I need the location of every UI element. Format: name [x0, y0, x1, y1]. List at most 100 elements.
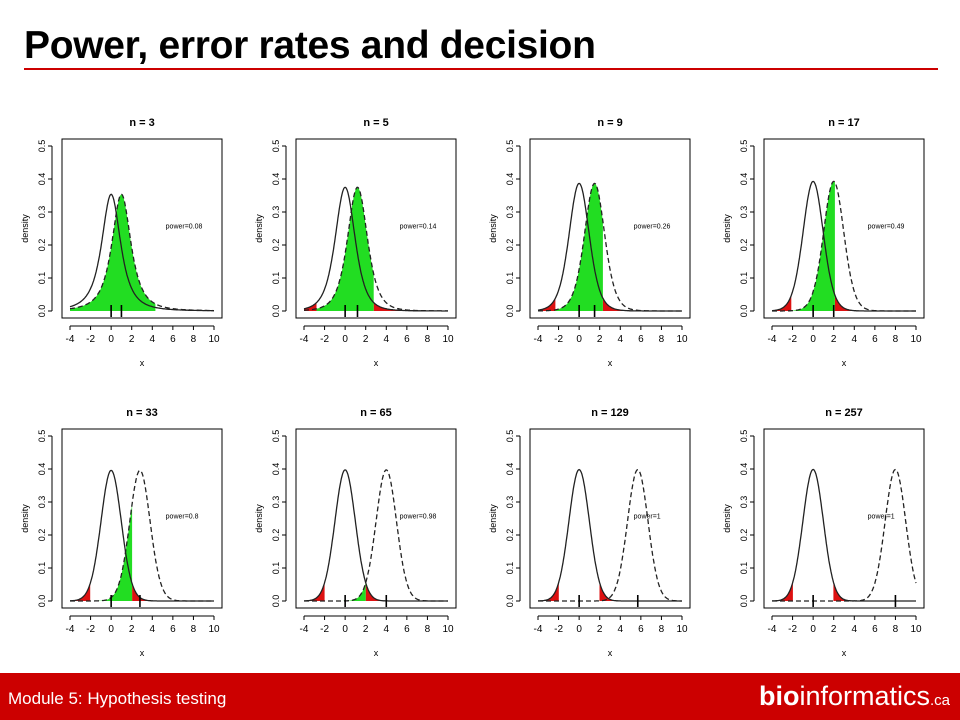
- null-distribution-curve: [772, 180, 916, 312]
- x-axis-label: x: [140, 648, 145, 658]
- footer-module-label: Module 5: Hypothesis testing: [8, 689, 227, 708]
- x-tick-label: 4: [150, 334, 156, 345]
- alternative-distribution-curve: [538, 182, 682, 312]
- plot-frame: [529, 428, 691, 609]
- y-axis-label: density: [722, 214, 732, 243]
- power-region: [316, 187, 374, 311]
- plot-frame: [295, 428, 457, 609]
- bioinformatics-logo: bioinformatics.ca: [759, 681, 950, 712]
- alternative-distribution-curve: [538, 469, 682, 602]
- alpha-region-left: [772, 582, 793, 601]
- plot-title: n = 5: [363, 117, 388, 129]
- y-tick-label: 0.3: [505, 496, 515, 509]
- footer-bar: Module 5: Hypothesis testing bioinformat…: [0, 673, 960, 720]
- x-tick-label: -2: [320, 334, 329, 345]
- x-tick-label: 4: [852, 624, 858, 635]
- x-tick-label: 0: [810, 334, 816, 345]
- alpha-region-left: [304, 582, 325, 601]
- y-tick-label: 0.4: [505, 463, 515, 476]
- x-tick-label: 6: [638, 334, 644, 345]
- y-axis-label: density: [20, 504, 30, 533]
- power-region: [90, 503, 133, 601]
- plot-frame: [295, 138, 457, 319]
- null-distribution-curve: [538, 468, 682, 602]
- y-tick-label: 0.0: [739, 305, 749, 318]
- power-plot: -4 -2 0 2 4 6 8 10 0.0 0.1 0.2 0.3 0.4 0.5 n = 5 x densi…: [254, 117, 457, 368]
- y-tick-label: 0.3: [739, 496, 749, 509]
- x-axis-label: x: [608, 358, 613, 368]
- alpha-region-right: [365, 582, 448, 601]
- x-axis-label: x: [374, 358, 379, 368]
- x-tick-label: -4: [300, 334, 309, 345]
- x-tick-label: -2: [788, 334, 797, 345]
- alpha-region-left: [538, 582, 559, 601]
- alternative-distribution-curve: [304, 469, 448, 602]
- plot-frame: [763, 138, 925, 319]
- slide-title: Power, error rates and decision: [24, 24, 596, 67]
- logo-bold-part: bio: [758, 681, 800, 711]
- x-axis-label: x: [374, 648, 379, 658]
- y-tick-label: 0.5: [37, 140, 47, 153]
- x-tick-label: 0: [108, 334, 114, 345]
- x-tick-label: 4: [384, 334, 390, 345]
- power-plot: -4 -2 0 2 4 6 8 10 0.0 0.1 0.2 0.3 0.4 0.5 n = 3 x densi…: [20, 117, 223, 368]
- y-tick-label: 0.0: [271, 305, 281, 318]
- alternative-distribution-curve: [70, 193, 214, 312]
- y-tick-label: 0.0: [505, 595, 515, 608]
- logo-suffix: .ca: [929, 692, 950, 709]
- x-tick-label: -4: [300, 624, 309, 635]
- y-tick-label: 0.1: [271, 272, 281, 285]
- y-tick-label: 0.0: [37, 595, 47, 608]
- x-tick-label: 8: [659, 624, 665, 635]
- plot-title: n = 129: [591, 407, 629, 419]
- x-tick-label: 8: [191, 624, 197, 635]
- y-tick-label: 0.0: [271, 595, 281, 608]
- y-tick-label: 0.2: [271, 239, 281, 252]
- plot-frame: [61, 138, 223, 319]
- alpha-region-right: [834, 295, 916, 311]
- null-distribution-curve: [70, 469, 214, 602]
- power-region: [324, 582, 366, 601]
- power-region: [791, 181, 835, 311]
- y-tick-label: 0.3: [271, 496, 281, 509]
- power-annotation: power=0.08: [166, 224, 203, 231]
- alpha-region-left: [538, 298, 556, 311]
- y-tick-label: 0.4: [739, 173, 749, 186]
- alternative-distribution-curve: [772, 468, 917, 602]
- null-distribution-curve: [303, 186, 448, 312]
- x-tick-label: 6: [404, 624, 410, 635]
- alpha-region-right: [833, 582, 916, 601]
- y-tick-label: 0.1: [37, 272, 47, 285]
- y-tick-label: 0.2: [739, 239, 749, 252]
- y-tick-label: 0.0: [505, 305, 515, 318]
- plot-title: n = 9: [597, 117, 622, 129]
- alpha-region-left: [70, 583, 91, 601]
- power-annotation: power=0.8: [166, 514, 199, 521]
- x-tick-label: -4: [768, 334, 777, 345]
- x-tick-label: 6: [872, 624, 878, 635]
- x-tick-label: 10: [676, 334, 688, 345]
- y-axis-label: density: [20, 214, 30, 243]
- x-tick-label: -2: [86, 334, 95, 345]
- y-tick-label: 0.1: [505, 272, 515, 285]
- y-tick-label: 0.5: [37, 430, 47, 443]
- null-distribution-curve: [772, 468, 916, 602]
- y-axis-label: density: [722, 504, 732, 533]
- x-tick-label: -4: [66, 334, 75, 345]
- power-annotation: power=0.98: [400, 514, 437, 521]
- y-tick-label: 0.4: [271, 173, 281, 186]
- x-tick-label: 0: [342, 624, 348, 635]
- y-tick-label: 0.3: [37, 206, 47, 219]
- y-tick-label: 0.2: [37, 239, 47, 252]
- y-tick-label: 0.3: [739, 206, 749, 219]
- alpha-region-right: [602, 298, 682, 311]
- y-tick-label: 0.1: [739, 562, 749, 575]
- title-divider: [24, 68, 938, 70]
- power-annotation: power=1: [868, 514, 895, 521]
- x-tick-label: 10: [910, 624, 922, 635]
- power-region: [555, 183, 603, 311]
- plot-title: n = 17: [828, 117, 860, 129]
- x-tick-label: 2: [597, 624, 603, 635]
- x-tick-label: 0: [810, 624, 816, 635]
- x-tick-label: 6: [638, 624, 644, 635]
